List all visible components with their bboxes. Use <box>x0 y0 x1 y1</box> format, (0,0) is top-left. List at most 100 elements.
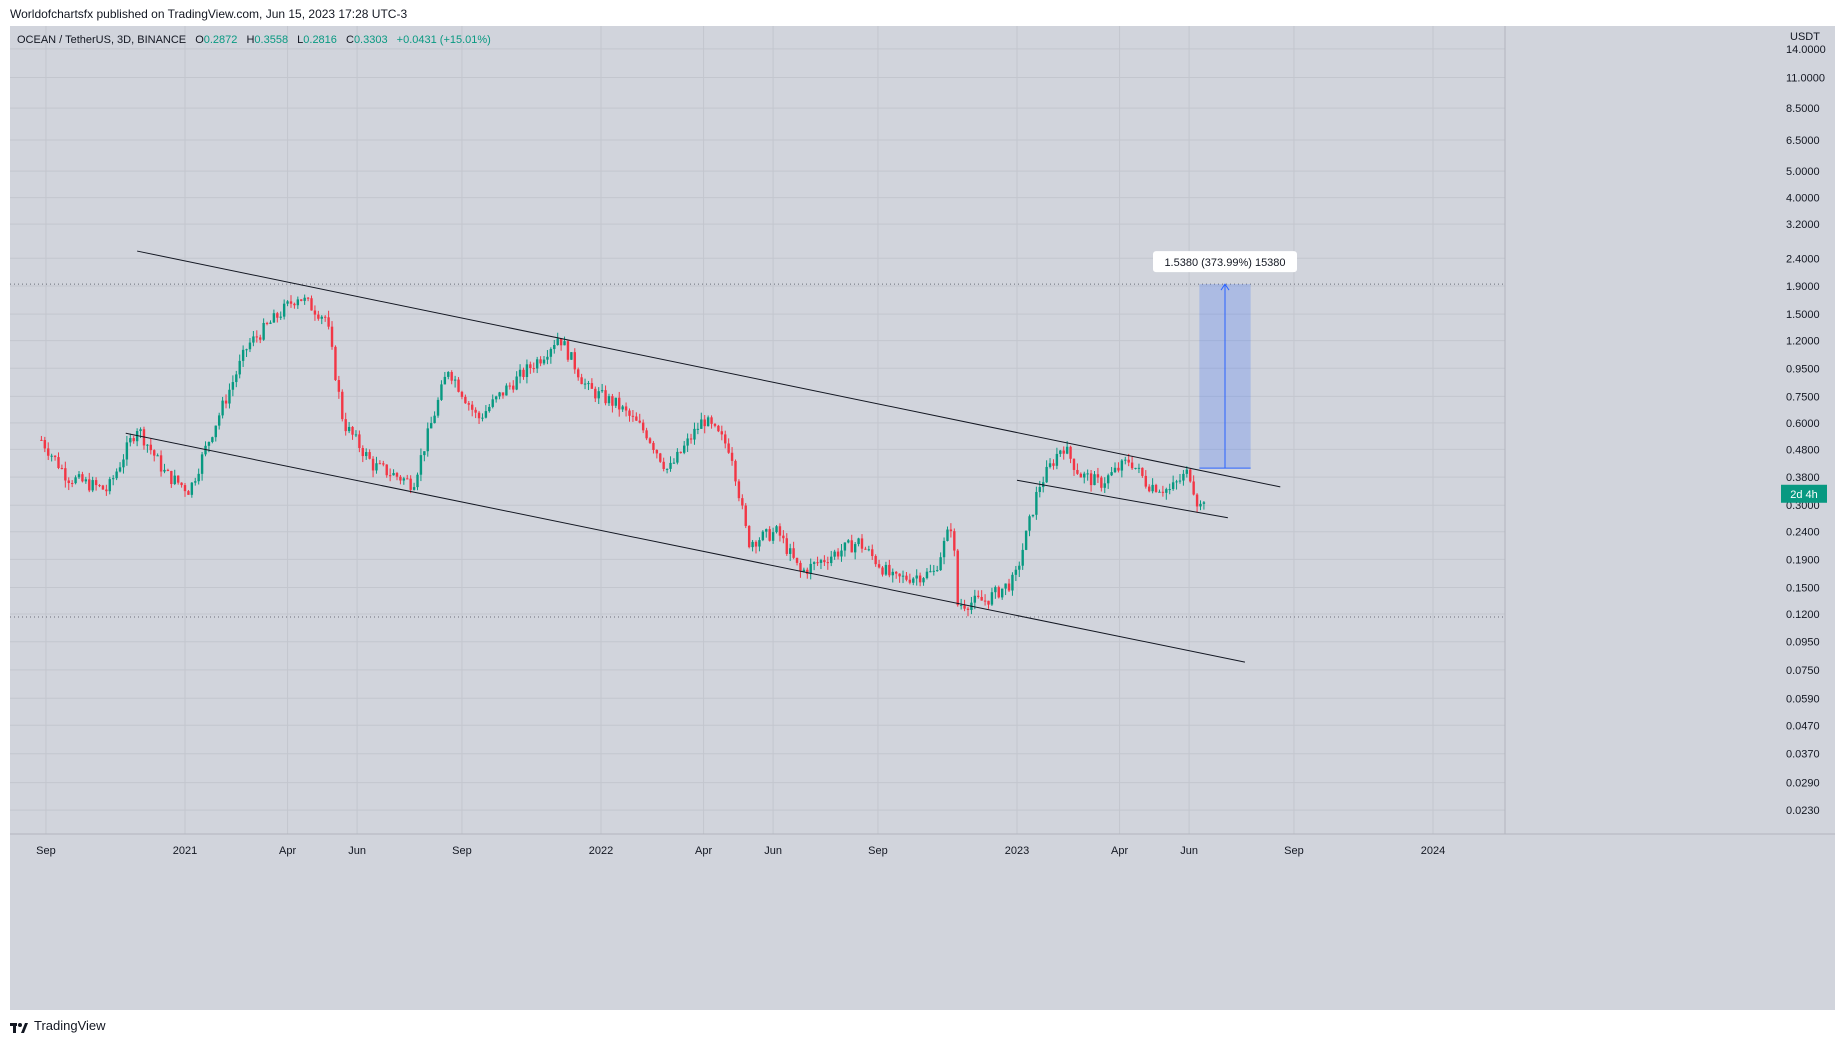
trend-line <box>125 432 1246 663</box>
candle-body <box>683 445 686 453</box>
candle-body <box>751 541 754 548</box>
candle-body <box>111 478 115 480</box>
candle-body <box>1079 473 1083 478</box>
candle-body <box>905 575 908 580</box>
candle-body <box>276 313 279 318</box>
candle-body <box>1083 473 1086 478</box>
candle-body <box>101 485 105 490</box>
candle-body <box>241 349 245 361</box>
candle-body <box>857 538 860 545</box>
candle-body <box>471 404 474 410</box>
price-tick-label: 0.1500 <box>1786 583 1820 595</box>
candle-body <box>1130 462 1134 469</box>
candle-body <box>977 595 980 597</box>
trend-line <box>137 250 1281 488</box>
candle-body <box>997 587 1000 598</box>
candle-body <box>1185 469 1189 474</box>
candle-body <box>91 480 94 491</box>
candle-body <box>1018 565 1021 570</box>
price-tick-label: 5.0000 <box>1786 166 1820 178</box>
candle-body <box>429 423 433 429</box>
candle-body <box>1031 514 1035 517</box>
candle-body <box>1158 491 1161 493</box>
candle-body <box>488 406 491 412</box>
candle-body <box>361 448 364 457</box>
candle-body <box>98 485 101 487</box>
candle-body <box>573 352 576 370</box>
candle-body <box>423 451 426 456</box>
candle-body <box>265 322 269 324</box>
candle-body <box>901 575 905 577</box>
candle-body <box>1144 475 1147 487</box>
candle-body <box>1134 467 1137 469</box>
candle-body <box>450 371 453 381</box>
candle-body <box>669 462 672 469</box>
candle-body <box>190 482 194 495</box>
candle-body <box>703 419 706 427</box>
candle-body <box>737 481 741 499</box>
candle-body <box>1202 502 1206 504</box>
price-tick-label: 6.5000 <box>1786 135 1820 147</box>
candle-body <box>912 578 915 583</box>
candle-body <box>231 382 235 390</box>
candle-body <box>624 406 628 411</box>
candle-body <box>799 562 802 572</box>
candle-body <box>850 540 853 553</box>
publish-header: Worldofchartsfx published on TradingView… <box>10 7 408 21</box>
measure-label: 1.5380 (373.99%) 15380 <box>1153 251 1297 273</box>
candle-body <box>1151 484 1154 492</box>
candle-body <box>481 417 484 419</box>
candle-body <box>915 575 918 579</box>
candle-body <box>129 438 132 443</box>
candle-body <box>730 452 734 461</box>
candle-body <box>460 391 464 397</box>
candle-body <box>597 391 600 399</box>
candle-body <box>990 592 994 605</box>
candle-body <box>1045 466 1048 483</box>
candle-body <box>436 399 440 416</box>
candle-body <box>1175 481 1178 483</box>
candle-body <box>823 560 826 563</box>
chart-panel[interactable]: 1.5380 (373.99%) 15380 USDT 14.0000 11.0000… <box>10 26 1835 1010</box>
candle-body <box>60 468 64 470</box>
candle-body <box>166 469 170 471</box>
candle-body <box>515 376 518 390</box>
candle-body <box>522 369 525 378</box>
candle-body <box>724 434 727 444</box>
candle-body <box>303 297 306 301</box>
candle-body <box>125 442 129 460</box>
candle-body <box>286 301 289 304</box>
price-tick-label: 0.1900 <box>1786 554 1820 566</box>
symbol-name[interactable]: OCEAN / TetherUS, 3D, BINANCE <box>17 34 187 46</box>
candle-body <box>221 400 224 416</box>
candle-body <box>248 342 252 350</box>
candle-body <box>1011 574 1014 591</box>
candle-body <box>146 444 149 446</box>
price-tick-label: 0.0750 <box>1786 665 1820 677</box>
price-tick-label: 0.0590 <box>1786 693 1820 705</box>
price-tick-label: 1.5000 <box>1786 309 1820 321</box>
candle-body <box>830 556 833 564</box>
candle-body <box>388 475 392 477</box>
candle-body <box>929 571 932 573</box>
tradingview-brand[interactable]: TradingView <box>34 1018 106 1033</box>
candle-body <box>426 428 429 452</box>
high-value: 0.3558 <box>254 34 289 46</box>
candle-body <box>371 458 375 471</box>
candle-body <box>354 434 358 436</box>
candle-body <box>1038 487 1041 492</box>
time-tick-label: Apr <box>279 845 296 857</box>
candle-body <box>874 556 877 565</box>
candle-body <box>747 525 751 548</box>
price-badge <box>1781 484 1827 503</box>
candle-body <box>183 485 187 492</box>
candle-body <box>1035 491 1038 515</box>
candle-body <box>959 605 963 607</box>
close-value: 0.3303 <box>353 34 388 46</box>
candle-body <box>1195 494 1199 507</box>
candle-body <box>942 540 946 558</box>
candle-body <box>57 457 60 469</box>
candle-body <box>645 430 648 439</box>
candle-body <box>949 529 953 532</box>
